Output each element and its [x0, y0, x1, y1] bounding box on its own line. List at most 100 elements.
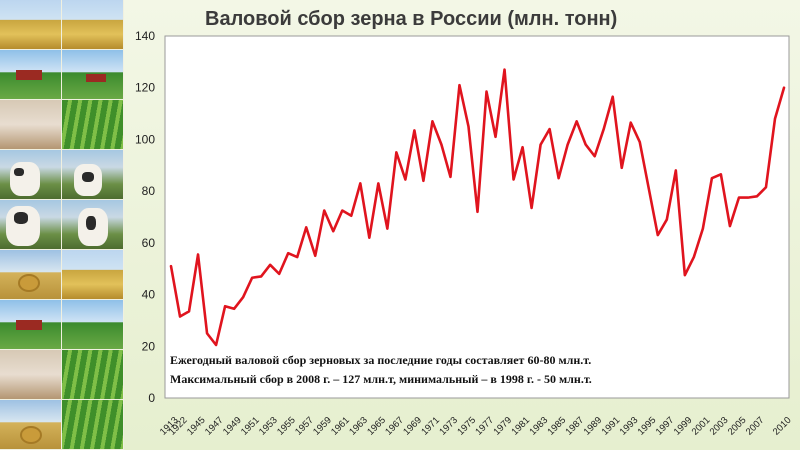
y-tick-label: 0 [148, 391, 155, 405]
data-point [629, 121, 632, 124]
data-point [197, 253, 199, 256]
data-point [539, 143, 542, 146]
data-point [566, 143, 569, 146]
y-tick-label: 80 [142, 184, 156, 198]
crop-rows-photo [62, 350, 124, 400]
x-tick-label: 1967 [383, 415, 406, 438]
data-point [332, 230, 335, 233]
wheat-field-photo [62, 250, 124, 300]
farm-photo [0, 300, 62, 350]
y-tick-label: 20 [142, 339, 156, 353]
data-point [530, 207, 533, 209]
data-point [242, 296, 245, 299]
data-point [710, 177, 713, 180]
data-point [395, 151, 398, 154]
x-tick-label: 2007 [744, 415, 767, 438]
x-tick-label: 1947 [203, 415, 226, 438]
data-point [431, 120, 434, 123]
cow-photo [62, 150, 124, 200]
y-tick-label: 40 [142, 288, 156, 302]
x-tick-label: 1979 [491, 415, 514, 438]
data-point [620, 166, 623, 169]
x-tick-label: 2003 [708, 415, 731, 438]
x-tick-label: 1951 [239, 415, 262, 438]
data-point [386, 227, 389, 230]
data-point [503, 68, 506, 71]
data-point [765, 186, 767, 189]
x-tick-label: 1959 [311, 415, 334, 438]
series-layer [169, 68, 786, 347]
data-point [179, 315, 181, 318]
data-point [584, 143, 587, 146]
data-point [269, 263, 272, 266]
data-point [747, 196, 749, 199]
data-point [647, 187, 650, 190]
data-point [521, 146, 524, 149]
x-tick-label: 1993 [618, 415, 641, 438]
data-point [413, 129, 416, 132]
data-point [602, 128, 605, 130]
data-point [611, 95, 614, 98]
photo-collage [0, 0, 124, 450]
data-point [656, 234, 659, 237]
data-point [341, 209, 344, 212]
x-tick-label: 1997 [654, 415, 677, 438]
data-point [458, 84, 461, 87]
data-point [188, 310, 190, 313]
x-tick-label: 1949 [221, 415, 244, 438]
hay-bale-photo [0, 250, 62, 300]
data-point [323, 209, 326, 212]
chart-title: Валовой сбор зерна в России (млн. тонн) [205, 8, 618, 30]
data-point [638, 141, 641, 143]
data-point [783, 86, 785, 89]
data-point [422, 179, 425, 182]
farm-photo [0, 50, 62, 100]
data-point [251, 276, 254, 279]
x-tick-label: 1963 [347, 415, 370, 438]
note-line-1: Ежегодный валовой сбор зерновых за после… [170, 353, 592, 367]
data-point [224, 305, 226, 308]
x-tick-label: 1975 [455, 415, 478, 438]
data-point [692, 256, 695, 258]
x-tick-label: 1999 [672, 415, 695, 438]
y-axis: 0 20 40 60 80 100 120 140 [135, 29, 155, 405]
data-point [738, 196, 740, 199]
note-line-2: Максимальный сбор в 2008 г. – 127 млн.т,… [170, 372, 592, 386]
x-tick-label: 2001 [690, 415, 713, 438]
wheat-field-photo [62, 0, 124, 50]
y-tick-label: 60 [142, 236, 156, 250]
x-tick-label: 1953 [257, 415, 280, 438]
annotation-note: Ежегодный валовой сбор зерновых за после… [170, 351, 592, 389]
data-point [593, 155, 596, 158]
data-point [404, 178, 407, 181]
data-point [683, 274, 686, 277]
data-point [296, 256, 299, 258]
x-tick-label: 1981 [509, 415, 532, 438]
data-point [756, 195, 758, 198]
cow-photo [0, 200, 62, 250]
x-tick-label: 1983 [527, 415, 550, 438]
x-tick-label: 1957 [293, 415, 316, 438]
data-point [674, 169, 677, 172]
pig-photo [0, 100, 62, 150]
wheat-field-photo [0, 0, 62, 50]
data-point [260, 275, 263, 278]
x-tick-label: 1955 [275, 415, 298, 438]
data-point [278, 272, 281, 275]
data-point [170, 265, 172, 268]
data-point [368, 236, 371, 239]
data-point [359, 182, 362, 185]
x-tick-label: 2005 [726, 415, 749, 438]
data-point [719, 173, 722, 176]
data-point [206, 332, 208, 335]
y-tick-label: 140 [135, 29, 155, 43]
x-tick-label: 1945 [185, 415, 208, 438]
x-tick-label: 1995 [636, 415, 659, 438]
data-point [774, 117, 776, 120]
data-point [287, 252, 290, 255]
plot-area [164, 35, 790, 399]
x-tick-label: 2010 [771, 415, 794, 438]
data-point [557, 177, 560, 180]
data-point [314, 254, 317, 257]
data-point [350, 214, 353, 217]
